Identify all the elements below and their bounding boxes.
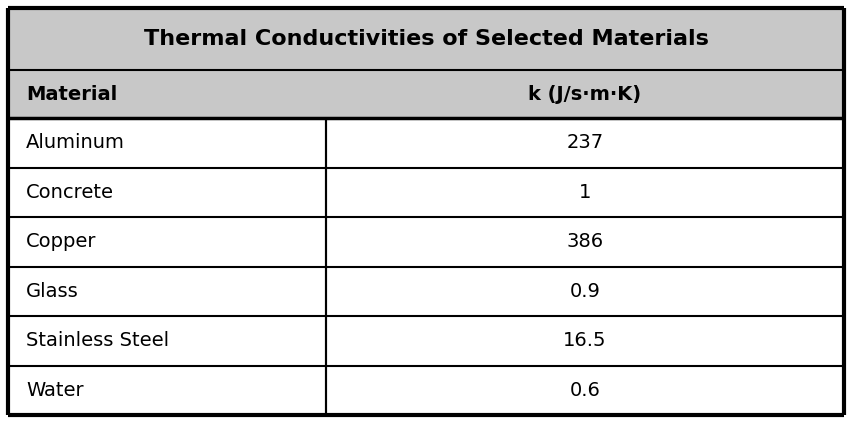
Text: Copper: Copper (26, 232, 96, 251)
Bar (8, 365, 844, 415)
Bar (8, 118, 844, 168)
Text: 237: 237 (567, 133, 603, 152)
Text: 1: 1 (579, 183, 591, 202)
Bar (8, 70, 844, 118)
Bar (8, 266, 844, 316)
Text: k (J/s·m·K): k (J/s·m·K) (528, 85, 642, 104)
Bar (8, 8, 844, 70)
Text: Water: Water (26, 381, 83, 400)
Text: Stainless Steel: Stainless Steel (26, 331, 170, 350)
Text: Aluminum: Aluminum (26, 133, 125, 152)
Text: Glass: Glass (26, 282, 78, 301)
Text: 16.5: 16.5 (563, 331, 607, 350)
Text: Material: Material (26, 85, 118, 104)
Text: 0.9: 0.9 (569, 282, 601, 301)
Bar (8, 217, 844, 266)
Bar (8, 168, 844, 217)
Text: 0.6: 0.6 (569, 381, 601, 400)
Bar (8, 316, 844, 365)
Text: 386: 386 (567, 232, 603, 251)
Text: Concrete: Concrete (26, 183, 114, 202)
Text: Thermal Conductivities of Selected Materials: Thermal Conductivities of Selected Mater… (144, 29, 708, 49)
